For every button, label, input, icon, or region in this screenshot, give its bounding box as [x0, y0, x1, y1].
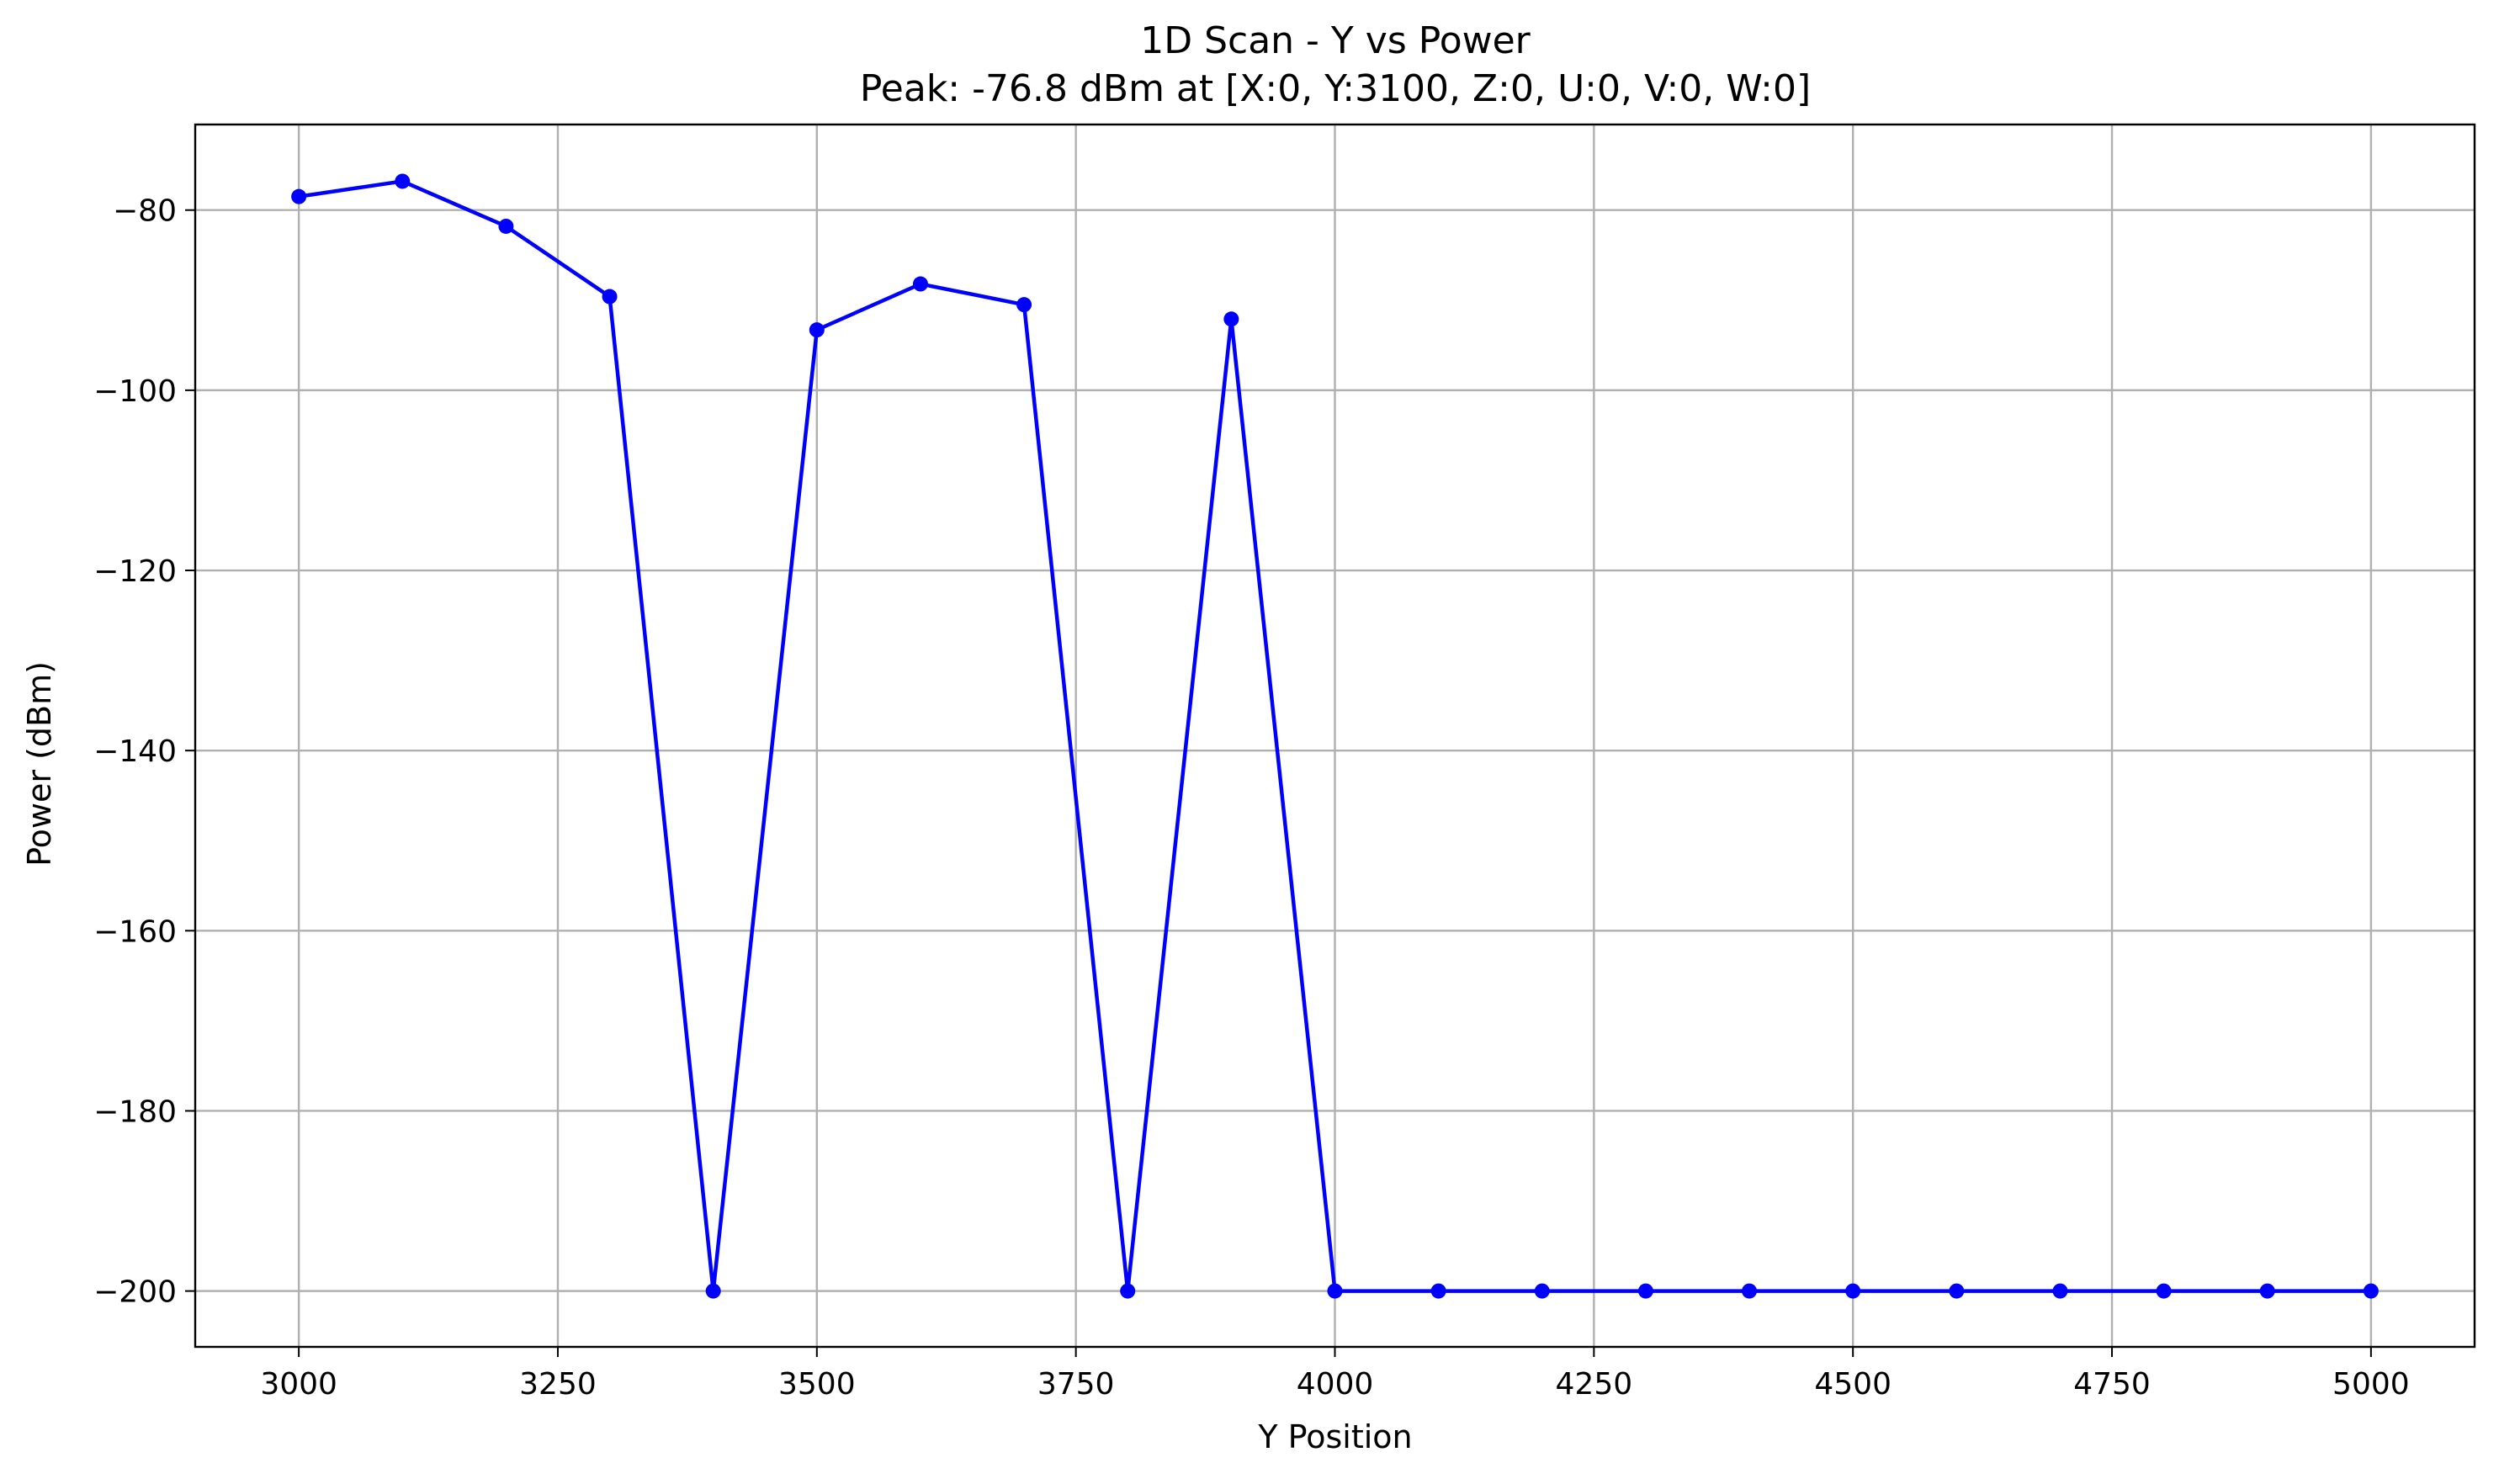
data-point	[1742, 1283, 1758, 1299]
y-tick-label: −100	[93, 374, 177, 409]
series	[291, 173, 2379, 1299]
y-tick-label: −80	[113, 194, 177, 229]
axes: 3000 3250 3500 3750 4000 4250 4500 4750 5000 −80 −…	[93, 123, 2476, 1402]
x-tick-label: 4000	[1297, 1367, 1374, 1402]
data-point	[1845, 1283, 1861, 1299]
data-point	[705, 1283, 721, 1299]
y-tick-label: −200	[93, 1275, 177, 1310]
grid	[195, 125, 2475, 1347]
data-point	[1949, 1283, 1965, 1299]
data-point	[602, 289, 618, 305]
plot-frame	[194, 123, 2476, 1349]
x-tick-label: 4500	[1814, 1367, 1891, 1402]
x-tick-label: 4750	[2073, 1367, 2151, 1402]
x-tick-label: 3750	[1037, 1367, 1115, 1402]
chart-title: 1D Scan - Y vs Power	[1140, 19, 1531, 62]
x-tick-label: 5000	[2332, 1367, 2410, 1402]
data-point	[2156, 1283, 2172, 1299]
x-axis-label: Y Position	[1257, 1418, 1412, 1455]
y-axis-label: Power (dBm)	[21, 661, 58, 867]
x-tick-label: 3000	[260, 1367, 337, 1402]
data-point	[1637, 1283, 1653, 1299]
y-tick-label: −160	[93, 914, 177, 949]
x-tick-label: 3500	[778, 1367, 856, 1402]
data-point	[2363, 1283, 2379, 1299]
x-tick-label: 4250	[1556, 1367, 1633, 1402]
y-tick-label: −120	[93, 554, 177, 589]
data-point	[291, 188, 307, 204]
data-point	[2259, 1283, 2275, 1299]
x-tick-label: 3250	[519, 1367, 597, 1402]
data-point	[1534, 1283, 1550, 1299]
data-point	[1327, 1283, 1343, 1299]
data-point	[912, 276, 928, 292]
data-point	[1430, 1283, 1446, 1299]
chart-subtitle: Peak: -76.8 dBm at [X:0, Y:3100, Z:0, U:…	[860, 67, 1811, 110]
data-point	[1016, 297, 1032, 313]
data-point	[809, 322, 825, 338]
y-tick-label: −180	[93, 1094, 177, 1129]
data-point	[2052, 1283, 2068, 1299]
data-point	[498, 218, 514, 234]
data-point	[395, 173, 411, 189]
data-point	[1223, 311, 1239, 327]
y-tick-label: −140	[93, 734, 177, 769]
data-point	[1120, 1283, 1136, 1299]
